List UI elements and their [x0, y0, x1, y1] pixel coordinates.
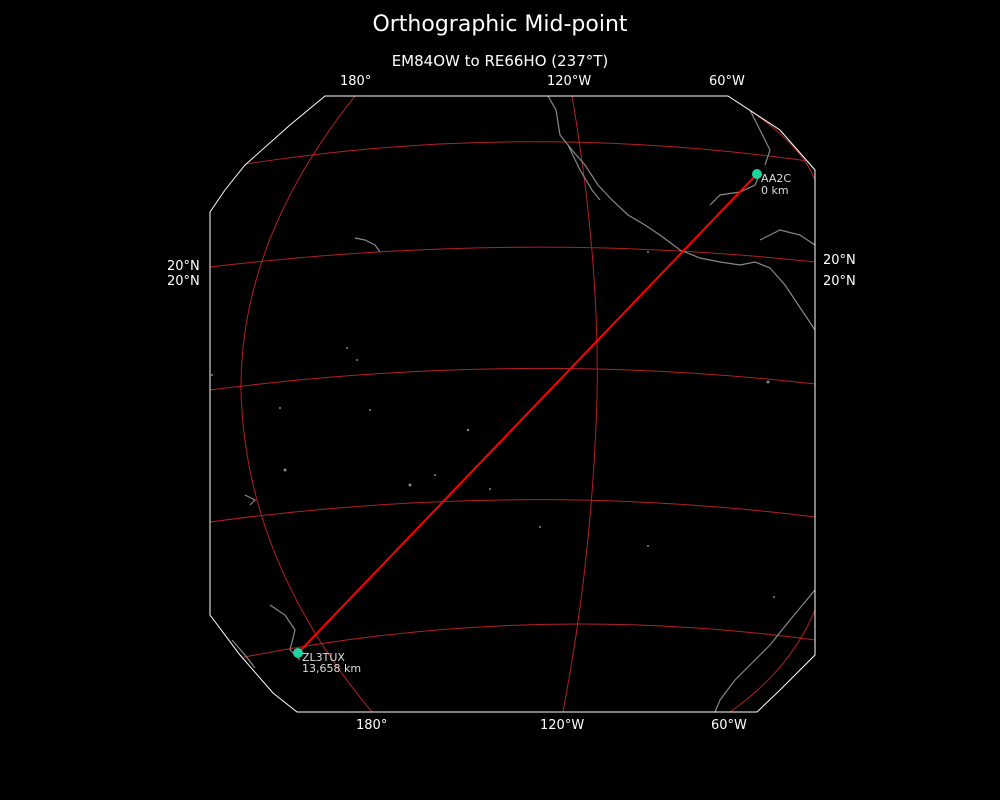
- gridline-lon-60w: [727, 96, 815, 181]
- gridline-lat: [210, 499, 815, 523]
- coastlines: [231, 96, 815, 712]
- station-distance-aa2c: 0 km: [761, 184, 789, 197]
- top-lon-label-180: 180°: [340, 74, 372, 89]
- station-marker-aa2c: [752, 169, 762, 179]
- gridline-lat: [239, 141, 815, 166]
- left-lat-label-1: 20°N: [167, 259, 200, 274]
- gridline-lat: [210, 367, 815, 391]
- islands: [211, 251, 775, 598]
- gridline-lon-60w-bottom: [729, 609, 815, 712]
- bottom-lon-label-180: 180°: [356, 718, 388, 733]
- map-border: [209, 95, 816, 713]
- coast-hawaii: [354, 237, 381, 253]
- gridline-lat: [210, 246, 815, 268]
- station-call-zl3tux: ZL3TUX: [302, 651, 345, 664]
- coast-south-america: [714, 589, 815, 712]
- coast-north-america: [547, 96, 815, 331]
- map-title: Orthographic Mid-point: [372, 12, 628, 37]
- right-lat-label-2: 20°N: [823, 274, 856, 289]
- station-distance-zl3tux: 13,658 km: [302, 662, 361, 675]
- gridline-lon-180: [240, 96, 373, 712]
- left-lat-label-2: 20°N: [167, 274, 200, 289]
- gridline-lat: [229, 623, 815, 661]
- great-circle-path: [297, 173, 758, 654]
- station-call-aa2c: AA2C: [761, 172, 791, 185]
- top-lon-label-120w: 120°W: [547, 74, 592, 89]
- longitude-gridlines: [240, 96, 815, 712]
- coast-fiji: [244, 494, 257, 506]
- coast-new-zealand: [231, 604, 301, 669]
- right-lat-label-1: 20°N: [823, 253, 856, 268]
- coast-northeast: [744, 99, 771, 166]
- bottom-lon-label-120w: 120°W: [540, 718, 585, 733]
- bottom-lon-label-60w: 60°W: [711, 718, 747, 733]
- station-marker-zl3tux: [293, 648, 303, 658]
- latitude-gridlines: [210, 141, 815, 661]
- coast-baja: [567, 144, 601, 201]
- top-lon-label-60w: 60°W: [709, 74, 745, 89]
- gridline-lon-120w: [562, 96, 598, 712]
- map-subtitle: EM84OW to RE66HO (237°T): [391, 52, 609, 70]
